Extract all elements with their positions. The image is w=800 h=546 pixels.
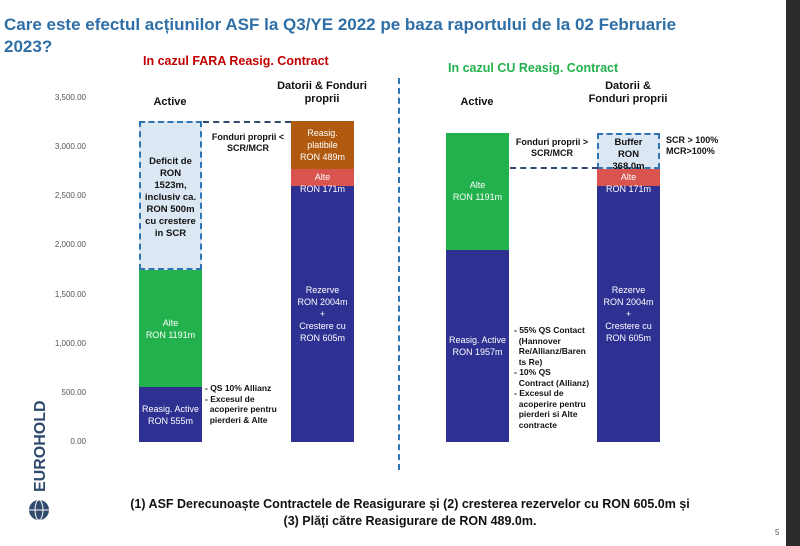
footer-line-1: (1) ASF Derecunoaște Contractele de Reas… (130, 497, 690, 511)
bar-segment-label: Rezerve RON 2004m + Crestere cu RON 605m (603, 284, 654, 343)
right-notes: - 55% QS Contact (Hannover Re/Allianz/Ba… (514, 325, 590, 430)
deficit-connector-line (203, 121, 291, 123)
bar-segment: Alte RON 171m (291, 168, 354, 194)
bar-segment-label: Deficit de RON 1523m, inclusiv ca. RON 5… (144, 155, 197, 239)
dashed-bar-segment: Buffer RON 368.0m (597, 132, 660, 172)
bar-segment-label: Reasig. platibile RON 489m (299, 127, 345, 162)
eurohold-logo: EUROHOLD (29, 400, 49, 521)
bar-segment: Rezerve RON 2004m + Crestere cu RON 605m (291, 185, 354, 442)
bar-segment-label: Reasig. Active RON 1957m (448, 334, 507, 357)
bar-segment-label: Alte RON 1191m (145, 317, 196, 340)
bar-segment-label: Reasig. Active RON 555m (141, 403, 200, 426)
bar-segment-label: Alte RON 171m (299, 171, 345, 194)
page-number: 5 (775, 528, 780, 537)
column-header: Active (460, 96, 494, 108)
bar-segment: Alte RON 1191m (139, 270, 202, 388)
buffer-connector-line (510, 167, 598, 169)
bar-segment: Reasig. Active RON 555m (139, 387, 202, 442)
bar-segment: Alte RON 1191m (446, 132, 509, 250)
left-scenario-label: In cazul FARA Reasig. Contract (143, 54, 329, 68)
y-tick-label: 0.00 (70, 437, 86, 446)
y-tick-label: 1,500.00 (54, 289, 86, 299)
scr-mcr-label: SCR > 100% MCR>100% (666, 135, 719, 156)
y-tick-label: 3,500.00 (54, 93, 86, 102)
dashed-bar-segment: Deficit de RON 1523m, inclusiv ca. RON 5… (139, 120, 202, 271)
bar-segment: Alte RON 171m (597, 168, 660, 194)
own-funds-above-label: Fonduri proprii > SCR/MCR (515, 137, 589, 158)
own-funds-below-label: Fonduri proprii < SCR/MCR (211, 132, 285, 153)
bar-segment: Reasig. platibile RON 489m (291, 120, 354, 169)
column-header: Datorii & Fonduri proprii (588, 80, 668, 105)
bar-segment-label: Alte RON 1191m (452, 180, 503, 203)
column-header: Datorii & Fonduri proprii (277, 80, 367, 105)
y-tick-label: 500.00 (61, 387, 86, 397)
footer-line-2: (3) Plăți către Reasigurare de RON 489.0… (283, 514, 537, 528)
window-edge (786, 0, 800, 546)
logo-text: EUROHOLD (32, 400, 49, 492)
left-notes: - QS 10% Allianz - Excesul de acoperire … (205, 383, 277, 425)
y-tick-label: 1,000.00 (54, 338, 86, 348)
column-header: Active (153, 96, 187, 108)
y-tick-label: 2,500.00 (54, 191, 86, 201)
y-tick-label: 3,000.00 (54, 142, 86, 152)
right-scenario-label: In cazul CU Reasig. Contract (448, 61, 619, 75)
bar-segment-label: Alte RON 171m (605, 171, 651, 194)
y-tick-label: 2,000.00 (54, 240, 86, 250)
bar-segment-label: Buffer RON 368.0m (612, 136, 645, 172)
bar-segment: Rezerve RON 2004m + Crestere cu RON 605m (597, 185, 660, 442)
page-title: Care este efectul acțiunilor ASF la Q3/Y… (4, 15, 677, 56)
bar-segment-label: Rezerve RON 2004m + Crestere cu RON 605m (297, 284, 348, 343)
bar-segment: Reasig. Active RON 1957m (446, 249, 509, 442)
scenario-divider (398, 78, 400, 470)
